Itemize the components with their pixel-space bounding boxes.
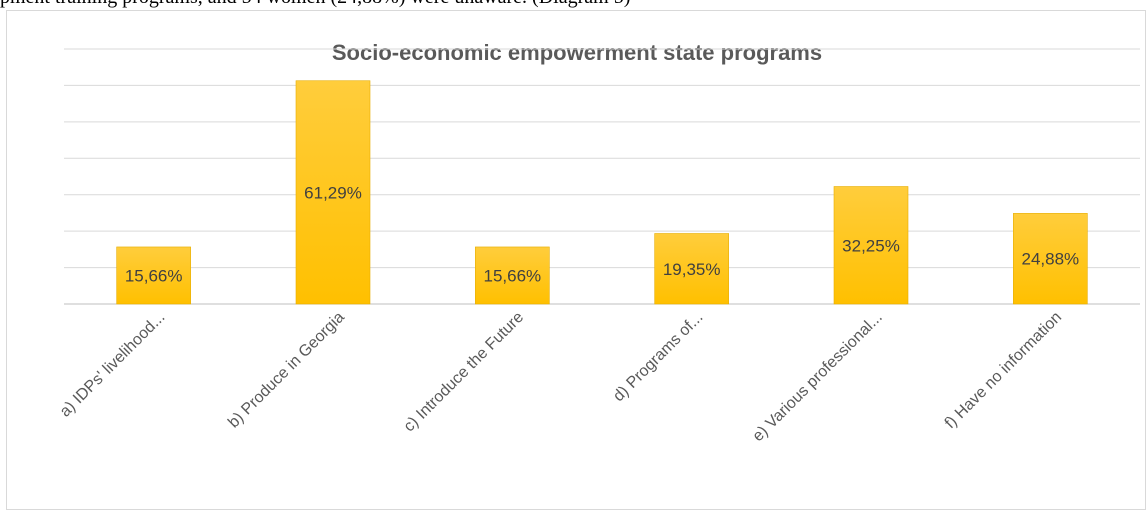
bar-chart: Socio-economic empowerment state program… (57, 40, 1140, 445)
x-tick-label-2: b) Produce in Georgia (225, 309, 348, 432)
bar-3 (475, 246, 550, 305)
data-label-4: 19,35% (663, 260, 721, 279)
chart-frame: Socio-economic empowerment state program… (6, 10, 1146, 510)
x-tick-label-5: e) Various professional... (750, 309, 886, 445)
x-tick-labels: a) IDPs' livelihood... b) Produce in Geor… (57, 309, 1065, 445)
data-label-1: 15,66% (125, 266, 183, 285)
x-tick-label-6: f) Have no information (942, 309, 1065, 432)
data-label-5: 32,25% (842, 236, 900, 255)
gridlines (64, 48, 1140, 305)
data-label-6: 24,88% (1021, 250, 1079, 269)
data-label-3: 15,66% (483, 266, 541, 285)
bar-4 (654, 233, 729, 305)
x-tick-label-4: d) Programs of... (610, 309, 706, 405)
document-text-line: pment training programs, and 54 women (2… (0, 0, 1148, 8)
bars (116, 80, 1088, 305)
bar-1 (116, 246, 191, 305)
x-tick-label-3: c) Introduce the Future (401, 309, 528, 436)
bar-6 (1013, 213, 1088, 305)
x-tick-label-1: a) IDPs' livelihood... (57, 309, 169, 421)
bar-2 (295, 80, 371, 305)
chart-title: Socio-economic empowerment state program… (332, 40, 822, 65)
data-label-2: 61,29% (304, 183, 362, 202)
bar-5 (833, 186, 909, 305)
data-labels: 15,66% 61,29% 15,66% 19,35% 32,25% 24,88% (125, 183, 1079, 285)
